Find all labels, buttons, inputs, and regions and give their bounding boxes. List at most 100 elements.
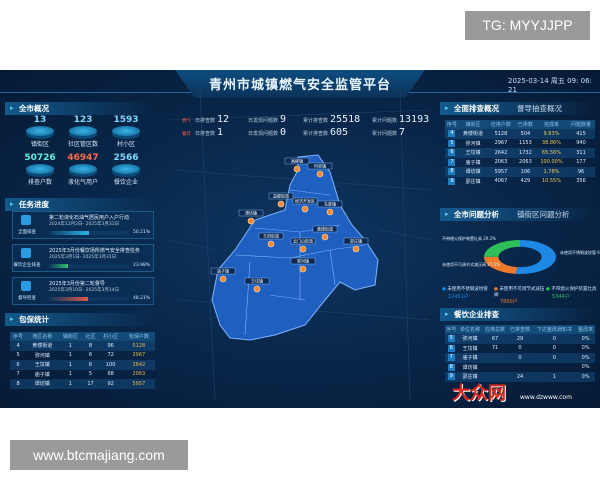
task-card[interactable]: 餐饮企业排查 2025年3月份餐饮场所燃气安全排查任务 2025年3月1日- 202… — [12, 244, 154, 272]
column-header: 序号 — [445, 120, 459, 129]
table-row[interactable]: 9 邵庄镇 24 1 0% — [445, 372, 595, 382]
table-row[interactable]: 4 黄楼街道 1 8 96 5128 — [10, 341, 155, 351]
tg-label: TG: MYYJJPP — [465, 11, 590, 40]
problems-subtitle-tab[interactable]: 镇街区问题分析 — [517, 210, 570, 219]
cell-value: 311 — [576, 149, 586, 156]
town-marker[interactable]: 庙子镇 — [210, 268, 236, 283]
task-date: 2025年3月10日- 2025年3月14日 — [49, 288, 120, 293]
table-row[interactable]: 7 庙子镇 2063 2063 100.00% 177 — [445, 158, 595, 168]
table-cell: 1732 — [514, 148, 536, 158]
task-progress-text: 50.21% — [133, 230, 151, 235]
problems-title[interactable]: 全市问题分析 — [454, 210, 499, 219]
task-card[interactable]: 全面排查 第二轮液化石油气居民用户入户行动 2024年12月2日- 2025年3月3… — [12, 211, 154, 239]
town-marker[interactable]: 何官镇 — [307, 163, 333, 178]
table-row[interactable]: 6 王坟镇 1 6 100 2642 — [10, 360, 155, 370]
table-cell: 2967 — [487, 139, 515, 149]
county-map[interactable]: 高柳镇何官镇益都街道经济开发区东夏镇谭坊镇黄楼街道邵庄镇王府街道云门山街道弥河镇… — [0, 70, 600, 408]
cell-value: 5128 — [132, 342, 146, 349]
table-row[interactable]: 6 王坟镇 71 0 0 0% — [445, 344, 595, 354]
stat-label: 日排查数 — [195, 118, 216, 124]
table-cell — [482, 372, 508, 382]
catering-panel-title: 餐饮企业排查 — [440, 308, 595, 321]
town-marker[interactable]: 经济开发区 — [292, 198, 318, 213]
cell-value: 5 — [88, 371, 93, 378]
legend-dot-icon: ● — [494, 287, 500, 292]
town-marker[interactable]: 王府街道 — [258, 233, 284, 248]
table-row[interactable]: 4 黄楼街道 5128 504 9.83% 415 — [445, 129, 595, 139]
town-marker[interactable]: 高柳镇 — [284, 158, 310, 173]
header-banner: 青州市城镇燃气安全监管平台 — [175, 70, 425, 98]
table-cell: 0% — [576, 363, 595, 373]
cell-value: 72 — [107, 352, 114, 359]
town-marker[interactable]: 弥河镇 — [290, 258, 316, 273]
task-title: 2025年3月份餐饮场所燃气安全排查任务 — [49, 248, 140, 254]
town-marker[interactable]: 云门山街道 — [290, 238, 316, 253]
location-pin-icon — [301, 205, 309, 213]
cell-value: 8 — [88, 342, 93, 349]
table-cell — [533, 363, 577, 373]
location-pin-icon — [326, 208, 334, 216]
location-pin-icon — [267, 240, 275, 248]
task-card[interactable]: 督导检查 2025年3月份第二轮督导 2025年3月10日- 2025年3月14日 4… — [12, 277, 154, 305]
top-stat: 日发现问题数 9 — [248, 114, 286, 125]
town-marker[interactable]: 黄楼街道 — [312, 226, 338, 241]
table-cell: 0 — [532, 353, 577, 363]
table-cell: 6 — [445, 148, 459, 158]
town-marker[interactable]: 王坟镇 — [244, 278, 270, 293]
cell-value: 弥河镇 — [34, 352, 50, 359]
cell-value: 1153 — [519, 140, 532, 147]
task-date: 2024年12月2日- 2025年3月31日 — [49, 222, 120, 227]
table-cell: 0 — [532, 334, 577, 344]
inspection-subtitle-tab[interactable]: 督导抽查概况 — [517, 104, 562, 113]
town-label: 东夏镇 — [324, 201, 336, 207]
donut-slice[interactable] — [484, 240, 520, 257]
baobao-title: 包保统计 — [19, 315, 49, 324]
column-header: 下达整改通知书 — [532, 325, 577, 334]
cell-value: 71 — [491, 345, 499, 352]
table-cell: 68 — [99, 370, 123, 380]
table-cell: 谭坊镇 — [458, 363, 483, 373]
table-cell: 0% — [576, 344, 595, 354]
table-cell: 弥河镇 — [26, 351, 58, 361]
table-cell: 黄楼街道 — [26, 341, 59, 351]
overview-label: 社区管区数 — [67, 141, 98, 148]
table-cell: 67 — [482, 334, 508, 344]
table-row[interactable]: 8 谭坊镇 5957 106 1.78% 96 — [445, 167, 595, 177]
town-marker[interactable]: 谭坊镇 — [238, 210, 264, 225]
table-row[interactable]: 5 弥河镇 2967 1153 38.86% 940 — [445, 139, 595, 149]
table-cell: 7 — [445, 158, 459, 168]
column-header: 已排查数 — [507, 325, 533, 334]
cell-value: 177 — [576, 159, 586, 166]
overview-title: 全市概况 — [19, 104, 49, 113]
table-row[interactable]: 7 庙子镇 1 5 68 2063 — [10, 370, 155, 380]
table-row[interactable]: 5 弥河镇 1 6 72 2967 — [10, 351, 155, 361]
cell-value: 24 — [516, 373, 524, 380]
pedestal-icon — [26, 164, 54, 174]
stat-value: 9 — [280, 114, 287, 125]
inspection-title[interactable]: 全面排查概况 — [454, 104, 499, 113]
table-row[interactable]: 6 王坟镇 2642 1732 65.56% 311 — [445, 148, 595, 158]
town-marker[interactable]: 东夏镇 — [317, 201, 343, 216]
donut-slice[interactable] — [515, 240, 557, 274]
cell-value: 92 — [107, 380, 114, 387]
stat-value: 7 — [399, 127, 406, 138]
dzwww-watermark-url: www.dzwww.com — [520, 394, 572, 401]
table-cell: 71 — [483, 344, 508, 354]
table-row[interactable]: 9 邵庄镇 4067 429 10.55% 356 — [445, 177, 595, 187]
town-marker[interactable]: 邵庄镇 — [343, 238, 369, 253]
cell-value: 17 — [87, 380, 94, 387]
cell-value: 邵庄镇 — [465, 178, 481, 185]
donut-slice[interactable] — [484, 256, 518, 274]
task-progress-fill — [49, 297, 88, 301]
table-cell — [508, 363, 533, 373]
table-cell: 弥河镇 — [457, 334, 483, 344]
table-row[interactable]: 8 谭坊镇 0% — [445, 363, 595, 373]
town-marker[interactable]: 益都街道 — [268, 193, 294, 208]
table-row[interactable]: 5 弥河镇 67 29 0 0% — [445, 334, 595, 344]
column-header: 镇街区 — [458, 120, 487, 129]
cell-value: 6 — [88, 352, 93, 359]
table-row[interactable]: 7 庙子镇 0 0 0% — [445, 353, 595, 363]
table-cell: 311 — [567, 148, 595, 158]
table-cell: 0% — [576, 372, 595, 382]
table-row[interactable]: 8 谭坊镇 1 17 92 5957 — [10, 379, 155, 389]
